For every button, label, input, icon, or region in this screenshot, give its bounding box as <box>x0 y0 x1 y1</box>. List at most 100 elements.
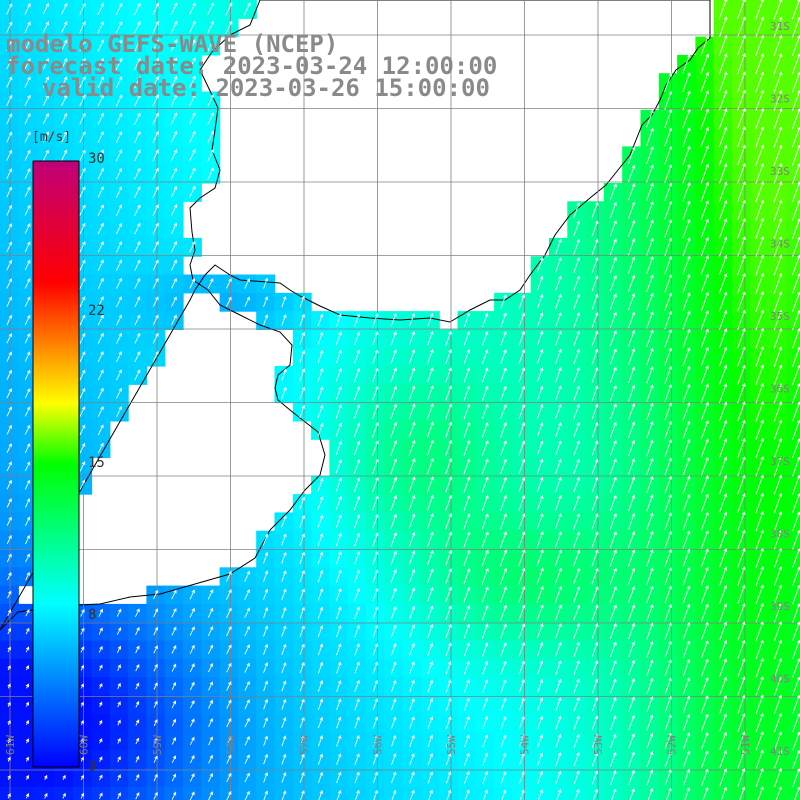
wind-arrow <box>134 57 141 70</box>
wind-arrow <box>152 259 159 271</box>
wind-arrow <box>134 222 141 235</box>
wind-arrow <box>445 531 453 548</box>
wind-arrow <box>80 608 85 617</box>
wind-arrow <box>700 291 709 312</box>
wind-arrow <box>208 736 213 746</box>
wind-arrow <box>682 90 691 111</box>
wind-cell <box>786 695 800 715</box>
wind-arrow <box>736 0 746 20</box>
wind-arrow <box>189 644 195 654</box>
wind-arrow <box>737 456 746 477</box>
wind-arrow <box>518 476 526 493</box>
wind-arrow <box>445 476 453 493</box>
wind-arrow <box>335 367 342 382</box>
wind-arrow <box>390 532 397 547</box>
wind-arrow <box>390 679 397 693</box>
wind-arrow <box>537 752 544 766</box>
wind-arrow <box>42 39 49 52</box>
wind-arrow <box>573 660 580 675</box>
wind-arrow <box>134 94 141 107</box>
wind-arrow <box>646 384 654 402</box>
wind-arrow <box>188 167 196 180</box>
wind-arrow <box>427 642 434 657</box>
wind-arrow <box>115 240 123 253</box>
wind-arrow <box>482 697 489 711</box>
wind-arrow <box>390 642 397 656</box>
wind-arrow <box>719 438 728 458</box>
wind-arrow <box>500 752 507 766</box>
wind-arrow <box>426 385 434 401</box>
wind-arrow <box>117 737 121 744</box>
wind-arrow <box>263 662 269 674</box>
wind-arrow <box>773 0 783 20</box>
wind-arrow <box>335 551 342 565</box>
wind-arrow <box>464 752 470 766</box>
wind-arrow <box>79 241 86 253</box>
wind-arrow <box>646 494 654 512</box>
wind-arrow <box>755 584 764 605</box>
wind-arrow <box>628 366 636 384</box>
wind-arrow <box>97 57 104 70</box>
wind-cell <box>786 475 800 495</box>
wind-arrow <box>609 238 617 256</box>
wind-arrow <box>573 678 580 694</box>
wind-arrow <box>665 787 672 800</box>
wind-cell <box>311 786 330 800</box>
wind-arrow <box>354 331 361 345</box>
wind-arrow <box>207 607 214 618</box>
wind-arrow <box>426 421 434 438</box>
wind-arrow <box>299 295 305 308</box>
wind-arrow <box>500 494 507 511</box>
wind-arrow <box>152 149 159 162</box>
wind-arrow <box>573 567 581 585</box>
wind-arrow <box>445 421 453 438</box>
wind-arrow <box>682 622 691 640</box>
wind-arrow <box>372 331 379 346</box>
wind-arrow <box>99 701 103 707</box>
wind-arrow <box>755 327 764 349</box>
wind-arrow <box>263 625 269 637</box>
wind-arrow <box>773 657 783 678</box>
wind-arrow <box>573 641 580 657</box>
wind-cell <box>73 786 93 800</box>
wind-arrow <box>62 774 66 781</box>
wind-arrow <box>463 421 471 438</box>
wind-arrow <box>207 626 214 636</box>
wind-arrow <box>317 368 324 382</box>
wind-arrow <box>555 641 562 657</box>
wind-arrow <box>628 659 635 676</box>
wind-arrow <box>755 89 765 111</box>
wind-arrow <box>25 665 30 671</box>
wind-arrow <box>737 437 746 459</box>
wind-arrow <box>591 751 599 767</box>
wind-arrow <box>463 567 471 585</box>
wind-arrow <box>115 94 123 107</box>
wind-cell <box>786 146 800 166</box>
wind-arrow <box>408 568 416 584</box>
wind-arrow <box>299 753 305 765</box>
wind-arrow <box>208 791 214 800</box>
wind-arrow <box>664 585 672 604</box>
wind-arrow <box>757 786 764 800</box>
wind-arrow <box>299 698 305 710</box>
wind-arrow <box>281 662 287 674</box>
wind-arrow <box>718 53 728 75</box>
wind-arrow <box>390 458 398 475</box>
wind-arrow <box>700 621 709 641</box>
wind-arrow <box>555 678 562 693</box>
wind-arrow <box>591 385 599 401</box>
wind-arrow <box>335 569 342 583</box>
wind-arrow <box>555 440 562 456</box>
wind-arrow <box>171 681 177 690</box>
wind-arrow <box>737 401 746 422</box>
wind-arrow <box>135 663 140 672</box>
longitude-label: 52W <box>666 735 679 755</box>
wind-arrow <box>737 731 746 751</box>
wind-arrow <box>80 738 84 744</box>
wind-arrow <box>153 589 159 600</box>
wind-arrow <box>317 698 324 710</box>
wind-arrow <box>555 715 562 730</box>
wind-arrow <box>336 716 342 729</box>
wind-arrow <box>153 755 158 763</box>
wind-arrow <box>189 607 195 618</box>
